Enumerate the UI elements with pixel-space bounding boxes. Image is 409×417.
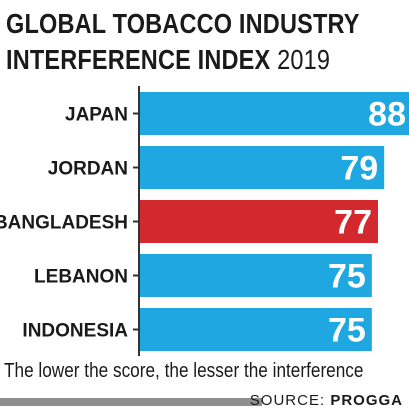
bar-value-label: 79 <box>340 150 378 188</box>
source-rule <box>0 398 262 406</box>
category-label: JAPAN <box>65 105 128 126</box>
title-line-1: GLOBAL TOBACCO INDUSTRY <box>6 8 360 39</box>
title-line-2: INTERFERENCE INDEX <box>6 44 271 75</box>
source-credit: SOURCE: PROGGA <box>250 392 403 410</box>
title-year: 2019 <box>277 44 331 75</box>
category-label: BANGLADESH <box>0 213 128 234</box>
bar-value-label: 77 <box>334 204 372 242</box>
bar <box>140 146 385 189</box>
bar <box>140 92 409 135</box>
chart-title: GLOBAL TOBACCO INDUSTRY INTERFERENCE IND… <box>6 6 360 78</box>
bar <box>140 254 372 297</box>
category-label: LEBANON <box>34 267 128 288</box>
bar <box>140 308 372 351</box>
bar-value-label: 88 <box>368 96 406 134</box>
bar-value-label: 75 <box>328 258 366 296</box>
bar-chart: JAPAN 88 JORDAN 79 BANGLADESH 77 LEBANON 75 INDO… <box>0 86 409 356</box>
source-prefix: SOURCE: <box>249 392 326 409</box>
source-name: PROGGA <box>330 392 403 409</box>
bar-value-label: 75 <box>328 312 366 350</box>
category-label: INDONESIA <box>22 321 128 342</box>
bar <box>140 200 378 243</box>
chart-note: The lower the score, the lesser the inte… <box>4 360 364 382</box>
category-label: JORDAN <box>48 159 128 180</box>
